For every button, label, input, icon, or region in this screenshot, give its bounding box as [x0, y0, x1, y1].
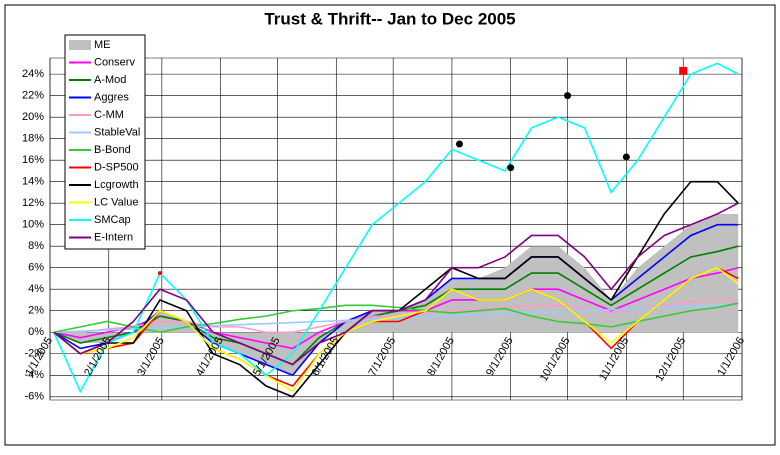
legend-label: B-Bond — [94, 144, 131, 156]
legend-label: E-Intern — [94, 231, 133, 243]
legend-label: Conserv — [94, 56, 135, 68]
line — [53, 202, 739, 366]
y-tick-label: 12% — [22, 197, 44, 209]
y-tick-label: -4% — [24, 369, 44, 381]
y-tick-label: -2% — [24, 348, 44, 360]
y-tick-label: 14% — [22, 176, 44, 188]
y-tick-label: 20% — [22, 111, 44, 123]
legend-label: ME — [94, 39, 111, 51]
plot-area — [49, 57, 743, 401]
y-tick-label: 2% — [28, 305, 44, 317]
legend-label: Aggres — [94, 91, 129, 103]
line — [53, 62, 739, 394]
marker — [456, 140, 464, 148]
marker — [564, 92, 572, 100]
legend-label: D-SP500 — [94, 161, 139, 173]
legend-box — [64, 34, 146, 250]
y-tick-label: 16% — [22, 154, 44, 166]
marker — [679, 66, 688, 75]
chart-title: Trust & Thrift-- Jan to Dec 2005 — [264, 9, 515, 28]
y-tick-label: 4% — [28, 283, 44, 295]
y-tick-label: 0% — [28, 326, 44, 338]
y-tick-label: 24% — [22, 68, 44, 80]
legend-label: A-Mod — [94, 74, 126, 86]
marker — [622, 153, 630, 161]
legend-label: Lcgrowth — [94, 179, 139, 191]
line — [53, 303, 739, 334]
legend-label: LC Value — [94, 196, 138, 208]
line — [53, 266, 739, 393]
legend-label: StableVal — [94, 126, 140, 138]
line — [53, 302, 739, 334]
y-tick-label: 10% — [22, 219, 44, 231]
y-tick-label: 8% — [28, 240, 44, 252]
y-tick-label: 22% — [22, 90, 44, 102]
legend-label: SMCap — [94, 214, 131, 226]
marker — [507, 164, 515, 172]
y-tick-label: -6% — [24, 391, 44, 403]
y-tick-label: 6% — [28, 262, 44, 274]
y-tick-label: 18% — [22, 133, 44, 145]
marker — [157, 271, 162, 276]
legend-swatch — [69, 40, 91, 50]
legend-label: C-MM — [94, 109, 124, 121]
